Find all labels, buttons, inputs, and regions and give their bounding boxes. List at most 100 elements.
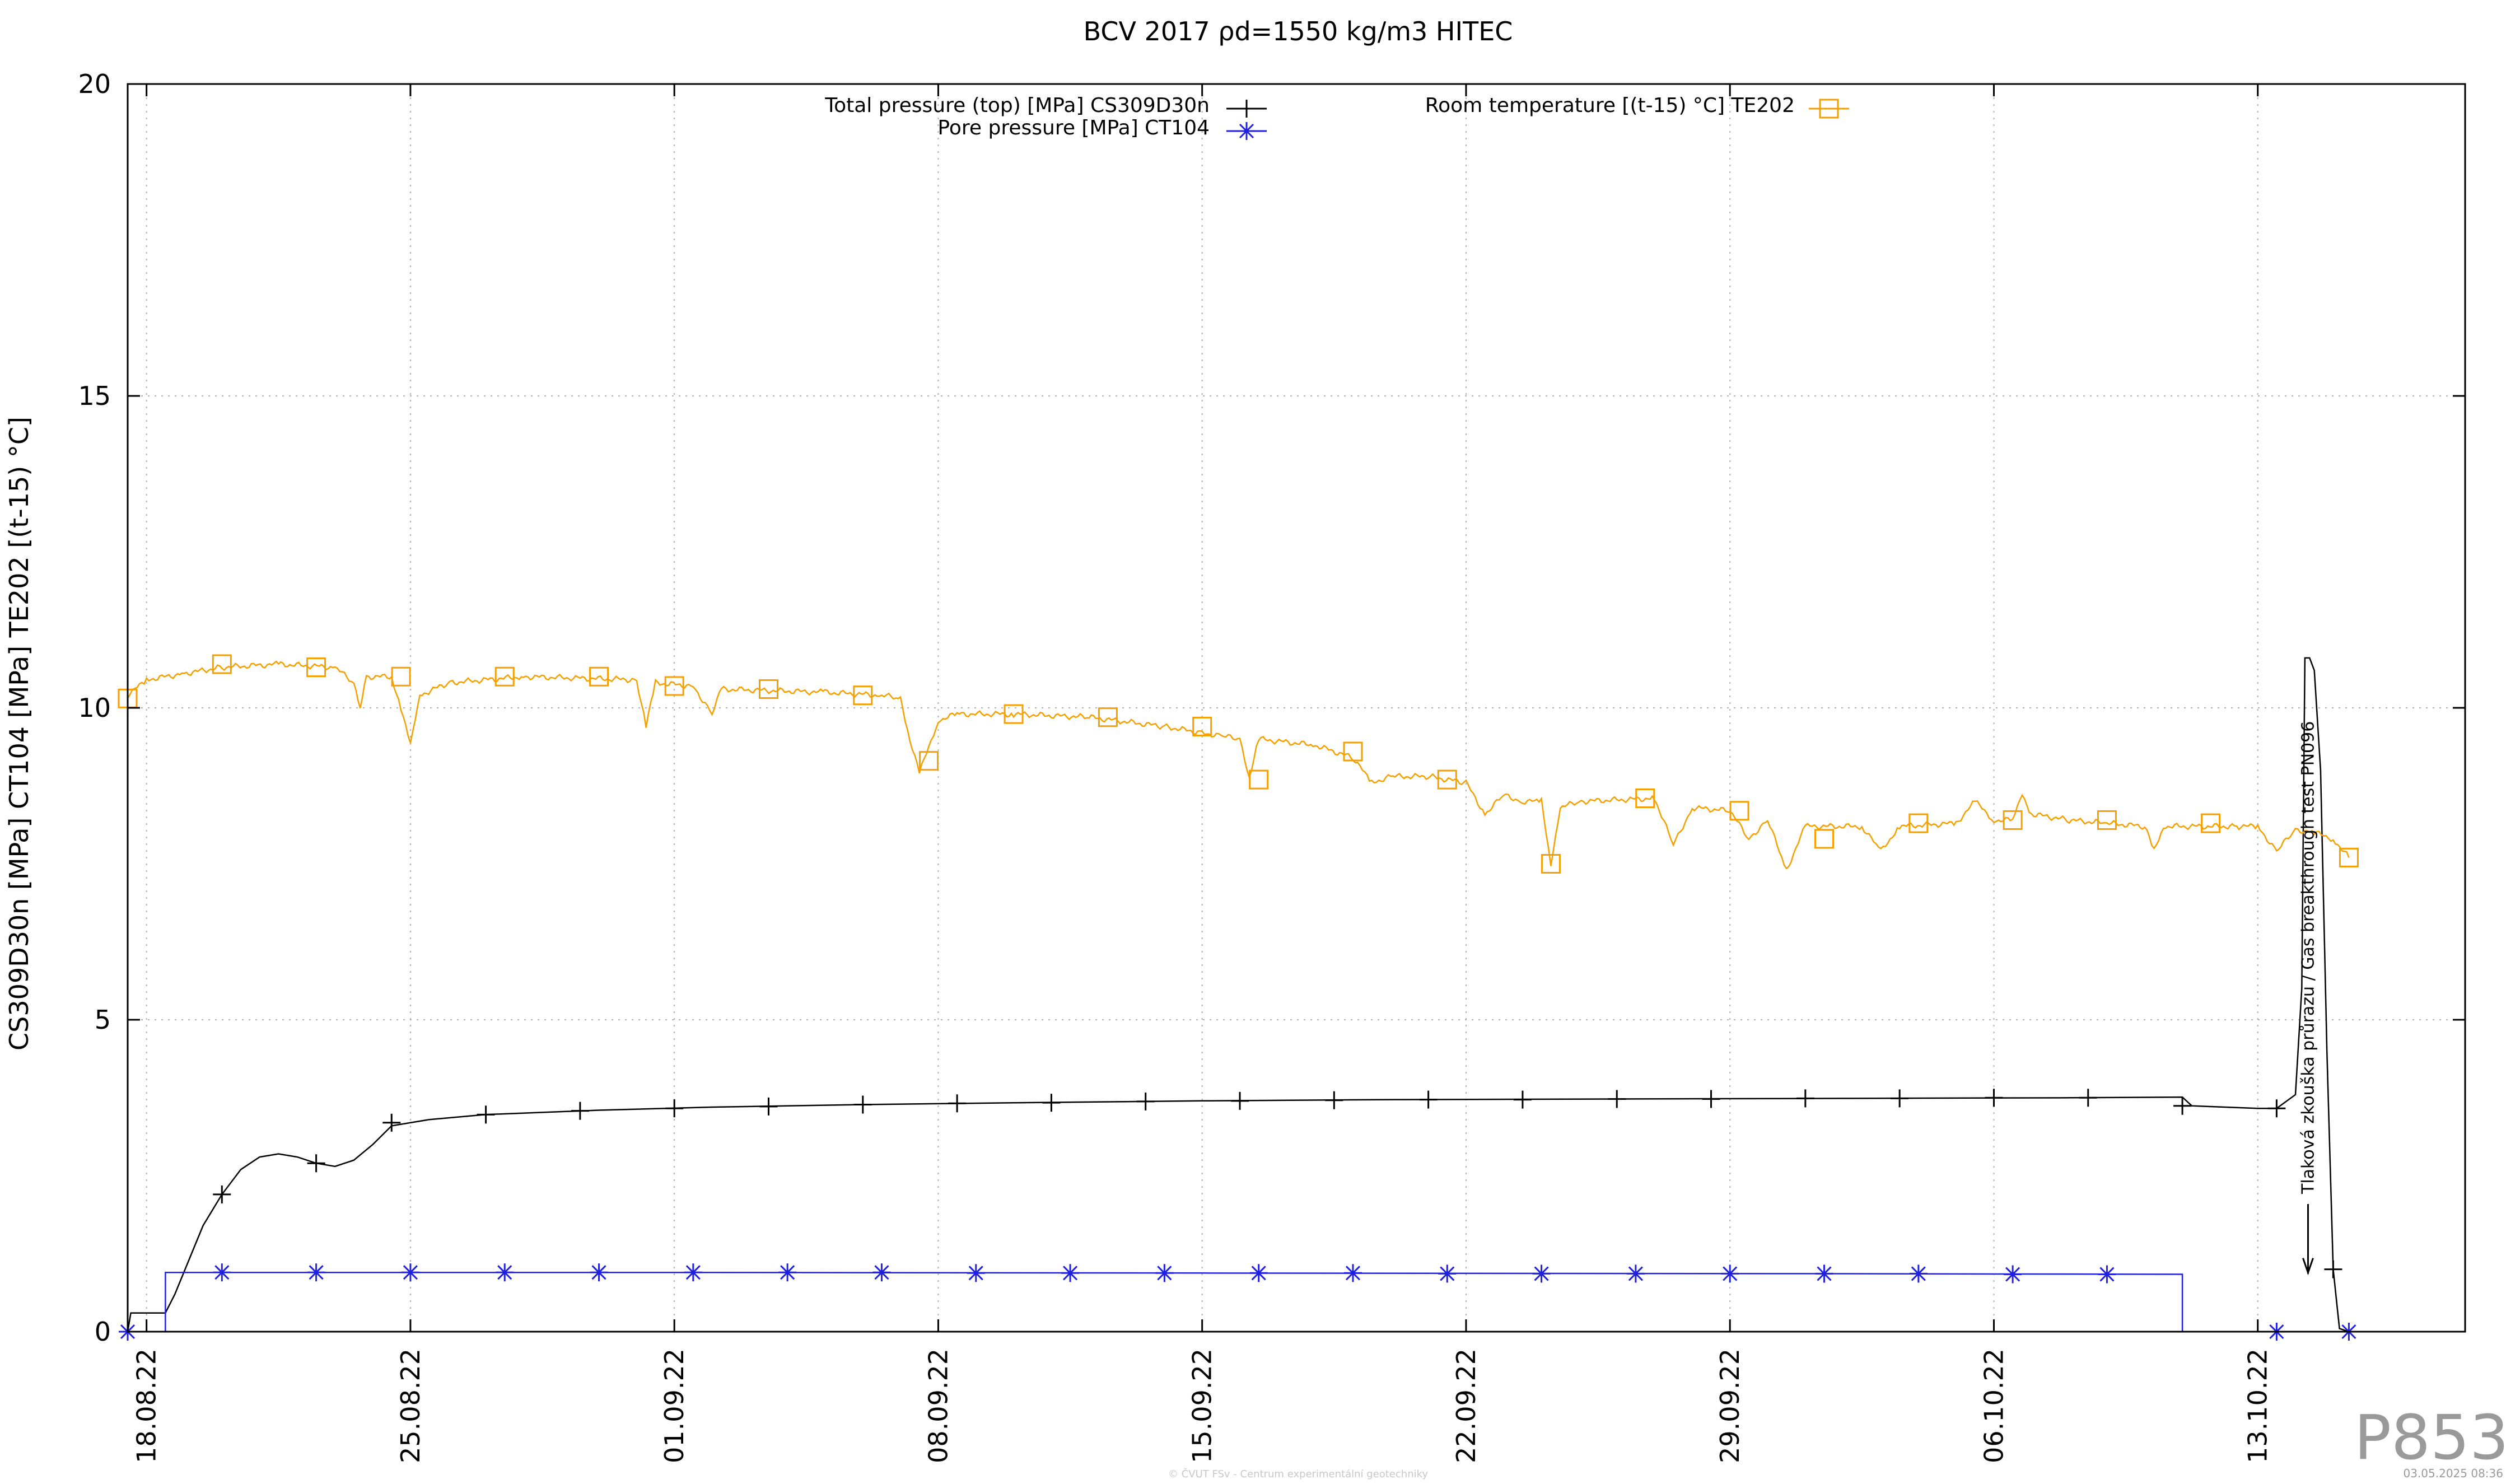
data-point [665, 1099, 684, 1118]
data-point [477, 1105, 495, 1124]
x-tick-label: 25.08.22 [395, 1348, 426, 1463]
data-point [1909, 1264, 1928, 1283]
data-point [1815, 1264, 1833, 1283]
data-point [1343, 741, 1363, 762]
series-line [128, 1271, 2349, 1333]
data-point [948, 1094, 967, 1113]
data-point [1908, 813, 1929, 833]
data-point [1891, 1089, 1909, 1108]
data-point [758, 679, 778, 699]
legend-label: Total pressure (top) [MPa] CS309D30n [824, 94, 1210, 117]
data-point [1814, 829, 1835, 849]
data-point [306, 657, 326, 678]
data-point [401, 1263, 419, 1282]
data-point [919, 751, 939, 771]
data-point [1437, 769, 1457, 790]
data-point [1192, 716, 1212, 736]
data-point [307, 1154, 325, 1173]
data-point [759, 1097, 778, 1116]
data-point [1249, 769, 1269, 790]
data-point [778, 1263, 797, 1282]
data-point [213, 1185, 231, 1203]
x-tick-label: 13.10.22 [2243, 1348, 2273, 1463]
data-point [1635, 788, 1655, 809]
x-tick-label: 18.08.22 [132, 1348, 162, 1463]
y-tick-label: 15 [78, 381, 111, 411]
data-point [1061, 1264, 1080, 1282]
data-point [853, 1095, 872, 1114]
x-tick-label: 22.09.22 [1451, 1348, 1481, 1463]
data-point [2098, 1265, 2116, 1284]
y-tick-label: 5 [95, 1005, 111, 1035]
legend-label: Pore pressure [MPa] CT104 [937, 116, 1210, 139]
legend-marker [1238, 100, 1256, 118]
data-point [684, 1263, 702, 1282]
data-point [1136, 1092, 1155, 1110]
data-point [1155, 1264, 1174, 1282]
data-point [496, 1263, 514, 1282]
data-point [307, 1263, 325, 1282]
data-point [1532, 1264, 1551, 1283]
data-point [1541, 854, 1561, 874]
x-tick-label: 15.09.22 [1187, 1348, 1217, 1463]
data-point [1729, 801, 1749, 821]
series-layer [118, 654, 2359, 1341]
data-point [2173, 1096, 2192, 1115]
data-point [1626, 1264, 1645, 1283]
annotation-text: Tlaková zkouška průrazu / Gas breakthrou… [2298, 721, 2318, 1194]
data-point [1608, 1090, 1626, 1108]
x-tick-label: 01.09.22 [659, 1348, 689, 1463]
data-point [2079, 1089, 2097, 1107]
y-tick-label: 10 [78, 693, 111, 723]
data-point [1042, 1094, 1061, 1112]
y-axis-label: CS309D30n [MPa] CT104 [MPa] TE202 [(t-15… [4, 417, 34, 1051]
series-line [127, 660, 2350, 870]
legend: Total pressure (top) [MPa] CS309D30nPore… [824, 94, 1849, 140]
data-point [212, 654, 232, 674]
data-point [589, 666, 609, 687]
series-line [127, 657, 2349, 1333]
annotation-layer: Tlaková zkouška průrazu / Gas breakthrou… [2298, 721, 2318, 1276]
data-point [382, 1113, 401, 1132]
legend-marker [1819, 99, 1839, 119]
watermark: P853 [2354, 1402, 2509, 1473]
data-point [967, 1264, 985, 1282]
data-point [1004, 704, 1024, 724]
data-point [1796, 1089, 1814, 1108]
y-tick-label: 20 [78, 69, 111, 99]
data-point [2267, 1099, 2286, 1118]
data-point [2324, 1260, 2342, 1278]
timestamp: 03.05.2025 08:36 [2403, 1467, 2503, 1480]
data-point [1985, 1089, 2003, 1107]
data-point [2097, 810, 2117, 830]
data-point [571, 1102, 589, 1120]
axes: 0 5 10 15 20 18.08.22 25.08.22 01.09.22 08.09.22… [78, 69, 2465, 1463]
data-point [494, 666, 515, 687]
legend-marker [1238, 122, 1256, 140]
data-point [1438, 1264, 1457, 1283]
data-point [213, 1263, 231, 1282]
data-point [2003, 810, 2023, 830]
data-point [590, 1263, 608, 1282]
x-tick-label: 08.09.22 [923, 1348, 953, 1463]
data-point [1513, 1090, 1532, 1109]
data-point [664, 676, 684, 696]
data-point [872, 1263, 891, 1282]
data-point [2339, 847, 2359, 867]
chart-title: BCV 2017 ρd=1550 kg/m3 HITEC [1084, 16, 1513, 46]
data-point [1343, 1264, 1362, 1282]
data-point [1231, 1091, 1249, 1110]
data-point [1249, 1264, 1268, 1282]
grid [128, 84, 2465, 1332]
data-point [391, 666, 411, 687]
data-point [2004, 1265, 2022, 1284]
data-point [2201, 813, 2221, 833]
data-point [1721, 1264, 1739, 1283]
x-tick-label: 29.09.22 [1715, 1348, 1745, 1463]
y-tick-label: 0 [95, 1317, 111, 1347]
data-point [1702, 1090, 1720, 1108]
credit-text: © ČVUT FSv - Centrum experimentální geot… [1168, 1468, 1428, 1480]
annotation-arrowhead [2302, 1258, 2314, 1276]
data-point [1419, 1090, 1438, 1109]
